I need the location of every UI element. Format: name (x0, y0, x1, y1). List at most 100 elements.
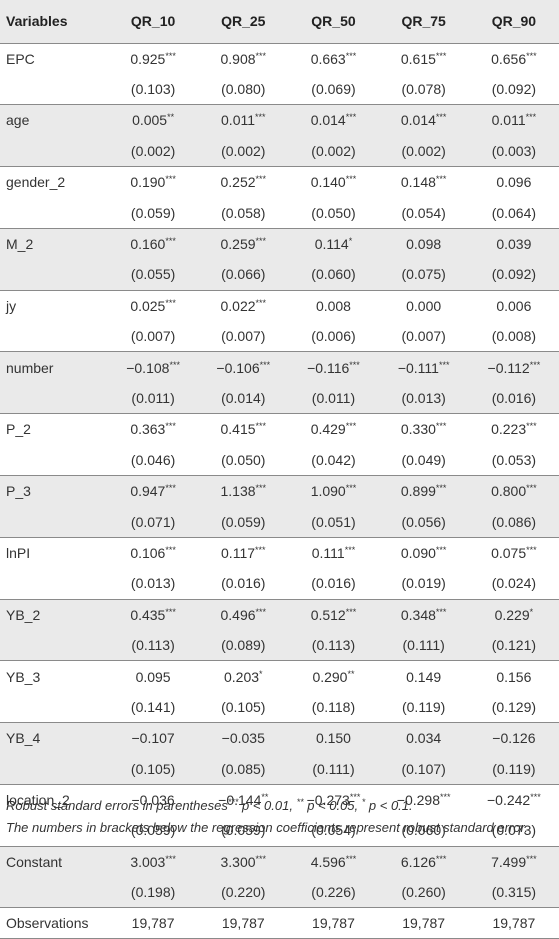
coefficient-cell: 0.034 (378, 722, 469, 754)
standard-error-cell: (0.054) (401, 204, 446, 221)
significance-stars: ** (347, 668, 355, 679)
coefficient-cell: 0.160*** (108, 227, 199, 260)
coefficient-value: 0.156 (496, 668, 532, 685)
coefficient-value: −0.107 (131, 730, 175, 747)
standard-error-cell: (0.014) (221, 389, 266, 406)
standard-error-cell: (0.002) (221, 142, 266, 159)
significance-stars: ** (261, 792, 269, 803)
notes-prefix: Robust standard errors in parentheses (6, 798, 228, 813)
observations-value: 19,787 (378, 907, 469, 939)
coefficient-value: 0.025 (130, 297, 166, 314)
standard-error-cell: (0.198) (130, 884, 176, 901)
header-variables: Variables (0, 0, 108, 44)
coefficient-value: 0.348 (400, 606, 436, 623)
table-row-standard-error: (0.059) (0.058) (0.050) (0.054) (0.064) (0, 197, 559, 228)
coefficient-cell: 0.330*** (378, 413, 469, 445)
coefficient-cell: 0.190*** (108, 166, 199, 198)
coefficient-cell: 0.429*** (288, 413, 379, 445)
standard-error-cell: (0.019) (401, 575, 446, 592)
coefficient-cell: 0.800*** (468, 474, 559, 507)
standard-error-cell: (0.007) (130, 328, 176, 345)
standard-error-cell: (0.073) (491, 822, 537, 839)
standard-error-cell: (0.011) (311, 389, 356, 406)
coefficient-value: 0.006 (496, 297, 532, 314)
standard-error-cell: (0.013) (401, 389, 446, 406)
coefficient-value: 6.126 (400, 853, 436, 870)
table-row-standard-error: (0.002) (0.002) (0.002) (0.002) (0.003) (0, 135, 559, 167)
coefficient-cell: 0.203* (198, 660, 289, 692)
coefficient-cell: 0.075*** (468, 536, 559, 569)
coefficient-value: 0.330 (400, 421, 436, 438)
coefficient-cell: 0.106*** (108, 536, 199, 569)
standard-error-cell: (0.003) (491, 142, 537, 159)
standard-error-cell: (0.071) (130, 513, 176, 530)
coefficient-cell: 6.126*** (378, 845, 469, 878)
header-qr-75: QR_75 (378, 0, 469, 44)
coefficient-cell: 7.499*** (468, 845, 559, 878)
coefficient-value: 0.000 (406, 297, 442, 314)
standard-error-cell: (0.075) (401, 266, 446, 283)
table-row-standard-error: (0.113) (0.089) (0.113) (0.111) (0.121) (0, 629, 559, 661)
observations-label: Observations (0, 907, 108, 939)
coefficient-value: 0.203 (224, 668, 260, 685)
coefficient-value: 0.160 (130, 236, 166, 253)
significance-stars: *** (255, 112, 266, 123)
coefficient-value: 0.008 (315, 297, 351, 314)
standard-error-cell: (0.060) (401, 822, 446, 839)
coefficient-value: −0.298 (396, 792, 440, 809)
coefficient-cell: 0.512*** (288, 598, 379, 630)
significance-stars: *** (349, 359, 360, 370)
coefficient-cell: −0.111*** (378, 351, 469, 383)
table-row: jy 0.025*** 0.022*** 0.008 0.000 0.006 (0, 289, 559, 322)
coefficient-value: 1.138 (220, 483, 256, 500)
variable-name: EPC (6, 50, 35, 67)
standard-error-cell: (0.080) (221, 81, 266, 98)
standard-error-cell: (0.069) (311, 81, 356, 98)
coefficient-value: 0.259 (220, 236, 256, 253)
coefficient-cell: 0.435*** (108, 598, 199, 630)
coefficient-value: 0.034 (406, 730, 442, 747)
observations-value: 19,787 (198, 907, 289, 939)
table-notes: Robust standard errors in parentheses***… (6, 795, 554, 839)
significance-stars: *** (255, 606, 267, 617)
coefficient-value: 4.596 (310, 853, 346, 870)
notes-p1: p < 0.01, (238, 798, 297, 813)
significance-stars: *** (526, 421, 537, 432)
significance-stars: *** (526, 853, 537, 864)
observations-value: 19,787 (468, 907, 559, 939)
coefficient-value: 0.229 (494, 606, 530, 623)
notes-p3: p < 0.1. (365, 798, 413, 813)
empty-cell (0, 259, 108, 290)
coefficient-value: 0.947 (130, 483, 166, 500)
coefficient-cell: 0.114* (288, 227, 379, 260)
coefficient-value: 0.435 (130, 606, 166, 623)
significance-stars: * (348, 236, 353, 247)
variable-name: number (0, 351, 108, 383)
variable-name: P_2 (0, 413, 108, 445)
standard-error-cell: (0.046) (130, 451, 176, 468)
significance-stars: *** (255, 297, 267, 308)
standard-error-cell: (0.105) (130, 760, 176, 777)
coefficient-cell: −0.242*** (468, 783, 559, 816)
coefficient-value: −0.036 (131, 792, 175, 809)
coefficient-cell: 0.156 (468, 660, 559, 692)
coefficient-cell: 0.111*** (288, 536, 379, 569)
coefficient-value: 0.022 (220, 297, 256, 314)
significance-stars: *** (165, 853, 176, 864)
standard-error-cell: (0.086) (491, 513, 537, 530)
significance-stars: *** (435, 544, 447, 555)
standard-error-cell: (0.059) (130, 822, 176, 839)
coefficient-value: −0.035 (221, 730, 265, 747)
standard-error-cell: (0.059) (130, 204, 176, 221)
coefficient-value: 0.800 (491, 483, 527, 500)
standard-error-cell: (0.016) (221, 575, 266, 592)
standard-error-cell: (0.315) (491, 884, 537, 901)
significance-stars: *** (435, 50, 447, 61)
coefficient-value: 0.290 (312, 668, 348, 685)
table-row: EPC 0.925*** 0.908*** 0.663*** 0.615*** 0.656… (0, 43, 559, 74)
empty-cell (0, 445, 108, 476)
coefficient-cell: 0.117*** (198, 536, 289, 569)
coefficient-value: 3.300 (220, 853, 256, 870)
coefficient-cell: −0.106*** (198, 351, 289, 383)
